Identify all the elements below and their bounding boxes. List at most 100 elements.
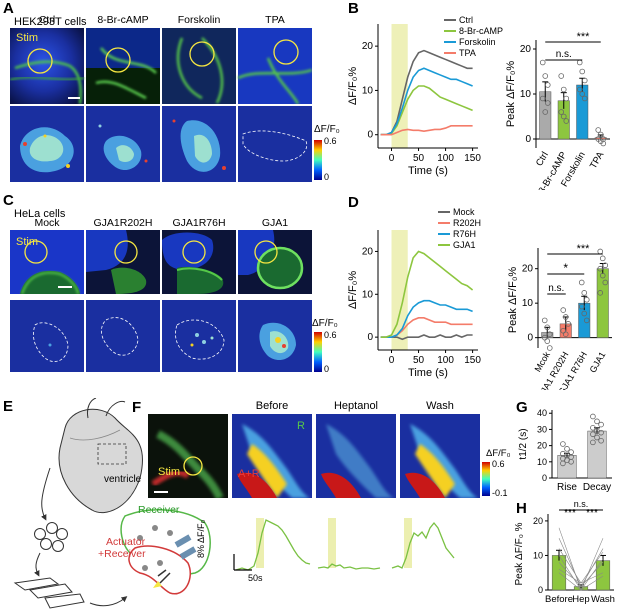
panel-C-cond-2: GJA1R202H — [93, 217, 153, 229]
data-point — [598, 429, 604, 436]
panel-A-colorbar — [314, 140, 322, 180]
y-tick-label: 0 — [525, 134, 531, 145]
pair-line-4 — [558, 562, 604, 587]
y-tick-label: 10 — [362, 85, 374, 96]
panel-A-cond-4: TPA — [265, 14, 285, 26]
y-tick-label: 20 — [522, 264, 534, 275]
panel-F-title-heptanol: Heptanol — [333, 400, 379, 412]
panel-F-merge-tile — [148, 414, 228, 498]
y-tick-label: 0 — [542, 473, 547, 483]
data-point — [539, 95, 546, 102]
data-point — [602, 279, 609, 286]
x-tick-label: 0 — [389, 153, 395, 164]
panel-D-label: D — [348, 194, 359, 211]
y-tick-label: 20 — [520, 44, 532, 55]
panel-A-heat-tpa — [238, 106, 312, 182]
y-axis-label: ΔF/F₀% — [348, 271, 359, 309]
y-tick-label: 10 — [520, 89, 532, 100]
panel-E-label: E — [3, 398, 14, 415]
x-tick-label: 150 — [464, 153, 481, 164]
data-point — [564, 446, 570, 452]
series-line-2 — [380, 67, 473, 136]
y-tick-label: 20 — [362, 246, 374, 257]
cat-label-0: Rise — [557, 482, 577, 493]
data-point — [600, 140, 607, 147]
ventricle-label: ventricle — [104, 474, 142, 485]
series-line-0 — [380, 49, 473, 136]
panel-C-heat-gja1 — [238, 300, 312, 372]
legend-label-2: R76H — [453, 229, 476, 239]
data-point — [602, 262, 609, 269]
data-point — [581, 95, 588, 102]
data-point — [544, 100, 551, 106]
y-tick-label: 40 — [537, 408, 547, 418]
panel-A-heat-8br — [86, 106, 160, 182]
legend-label-2: Forskolin — [459, 37, 496, 47]
data-point — [558, 109, 565, 115]
panel-F-wash-tile — [400, 414, 480, 498]
panel-C-cond-4: GJA1 — [261, 217, 289, 229]
panel-F-title-before: Before — [255, 400, 289, 412]
data-point — [541, 317, 548, 324]
x-tick-label: 50 — [413, 153, 425, 164]
sig2-label: *** — [586, 508, 598, 519]
data-point — [560, 307, 567, 313]
data-point — [597, 265, 604, 272]
y-tick-label: 0 — [538, 585, 543, 595]
y-tick-label: 10 — [537, 457, 547, 467]
panel-F-label: F — [132, 399, 142, 416]
panel-A-fluor-row — [10, 28, 312, 104]
panel-C-cbar-label: ΔF/F₀ — [312, 318, 338, 329]
data-point — [581, 77, 588, 84]
bar-cat-label-3: TPA — [588, 149, 607, 170]
panel-A-heat-forskolin — [162, 106, 236, 182]
sig1-label: *** — [564, 508, 576, 519]
panel-C-heat-row — [10, 300, 312, 372]
cells-icon — [34, 522, 68, 552]
x-tick-label: 150 — [464, 355, 481, 366]
panel-F-scale-y: 8% ΔF/F₀ — [196, 519, 206, 558]
y-tick-label: 10 — [362, 289, 374, 300]
x-tick-label: 100 — [437, 355, 454, 366]
bar-y-label: Peak ΔF/F₀% — [507, 267, 519, 334]
data-point — [544, 82, 551, 88]
data-point — [558, 73, 565, 79]
panel-C-stim-label: Stim — [16, 236, 38, 248]
data-point — [560, 441, 566, 447]
y-axis-label: t1/2 (s) — [518, 428, 529, 459]
sig-ns-label: n.s. — [548, 283, 564, 294]
data-point — [597, 290, 604, 296]
y-tick-label: 0 — [367, 130, 373, 141]
cat-label-1: Hep — [572, 594, 589, 605]
panel-E-schematic: ventricle Receiver Actuator +Receiver — [13, 398, 211, 609]
data-point — [542, 109, 549, 115]
y-tick-label: 10 — [522, 298, 534, 309]
panel-C-cbar-min: 0 — [324, 364, 330, 374]
series-line-1 — [380, 85, 473, 136]
y-tick-label: 20 — [362, 41, 374, 52]
y-axis-label: Peak ΔF/F₀ % — [514, 522, 525, 585]
data-point — [578, 303, 585, 310]
data-point — [563, 118, 570, 124]
panel-F-images — [148, 414, 480, 498]
series-line-0 — [380, 334, 473, 341]
cat-label-2: Wash — [591, 594, 615, 605]
panel-F-title-wash: Wash — [426, 400, 454, 412]
series-line-3 — [380, 125, 473, 136]
data-point — [576, 59, 583, 66]
panel-C-cond-3: GJA1R76H — [172, 217, 226, 229]
panel-A-tile-forskolin — [162, 28, 236, 104]
panel-A-cbar-max: 0.6 — [324, 136, 337, 146]
data-point — [568, 449, 574, 455]
panel-C-heat-r76h — [162, 300, 236, 372]
data-point — [563, 95, 570, 102]
panel-A-heat-row — [10, 106, 312, 182]
panel-G-chart: 0 10 20 30 40 Rise Decay t1/2 (s) — [518, 408, 612, 493]
panel-C-fluor-row — [10, 230, 312, 294]
x-axis-label: Time (s) — [408, 367, 448, 379]
trace-before — [235, 518, 311, 571]
receiver-actuator-cells — [120, 509, 211, 595]
receiver-label: Receiver — [138, 504, 180, 516]
panel-C-tile-gja1 — [238, 230, 312, 294]
